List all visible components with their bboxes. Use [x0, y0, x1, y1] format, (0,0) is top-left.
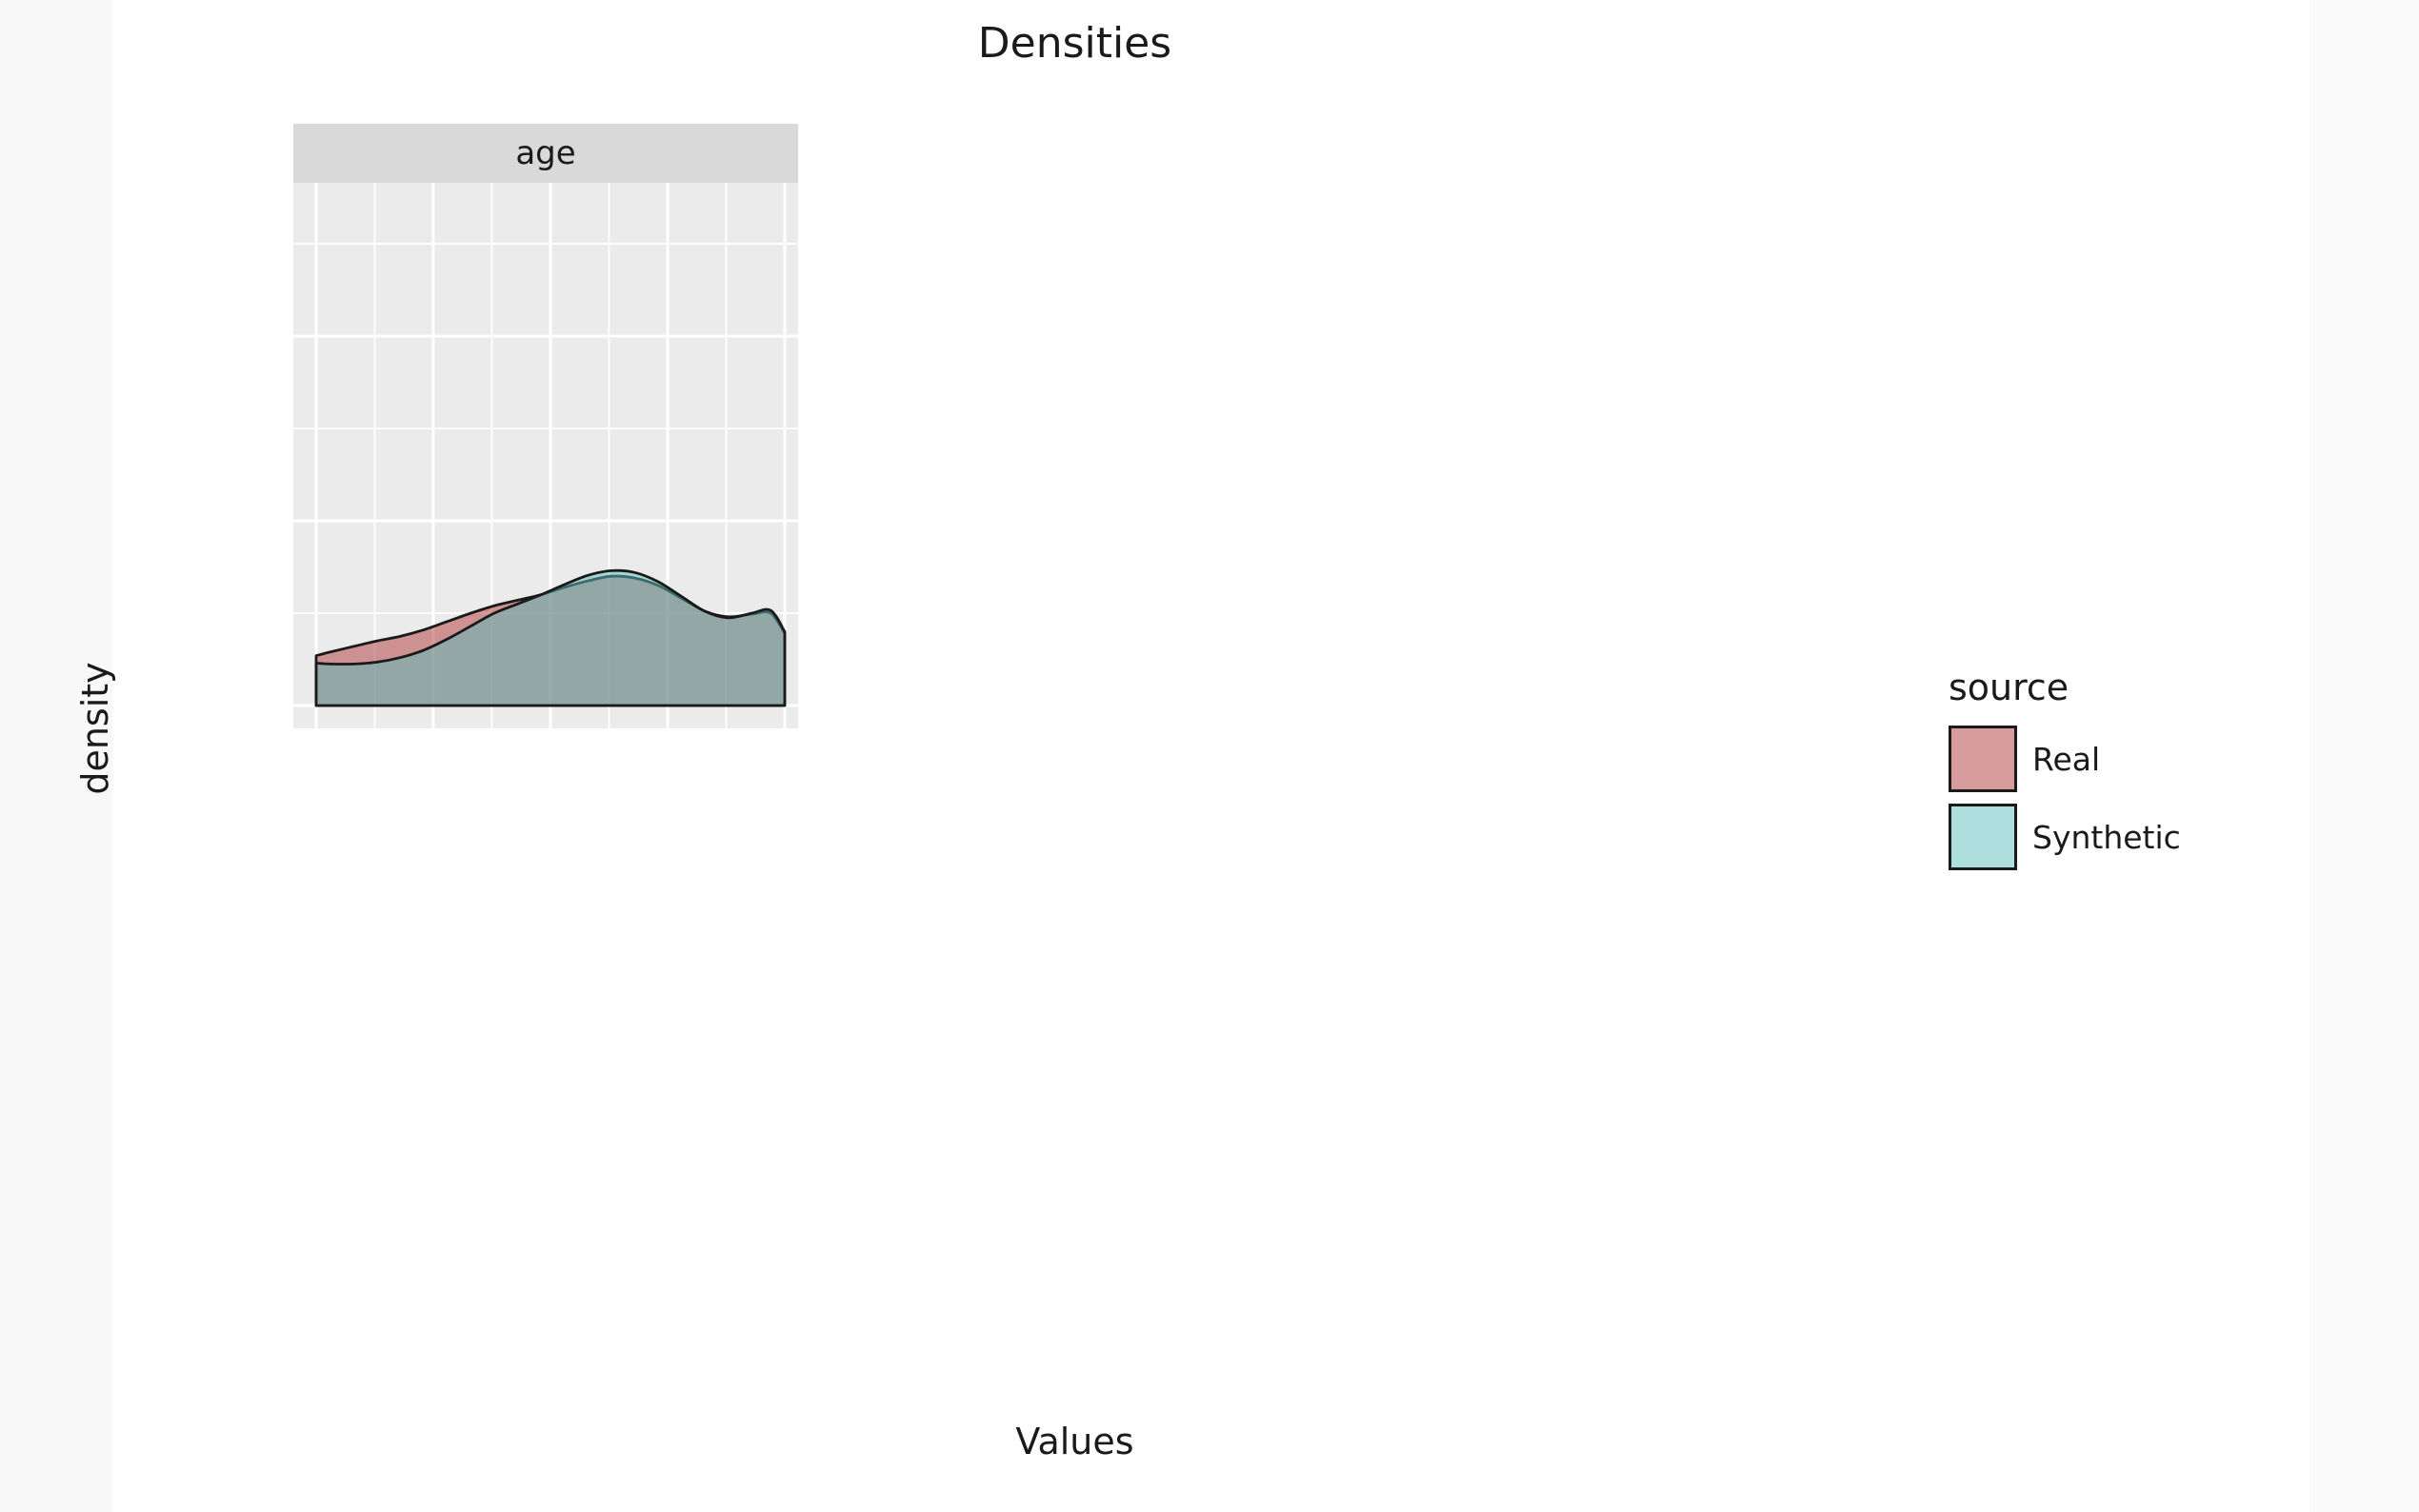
legend-item-synthetic: Synthetic: [1949, 804, 2181, 870]
y-axis-title: density: [74, 662, 116, 795]
legend-title: source: [1949, 666, 2069, 708]
real-swatch-icon: [1949, 726, 2017, 792]
legend-label-real: Real: [2032, 740, 2101, 778]
left-edge-strip: [0, 0, 112, 1512]
synthetic-swatch-icon: [1949, 804, 2017, 870]
legend: source Real Synthetic: [1949, 666, 2181, 882]
legend-item-real: Real: [1949, 726, 2181, 792]
right-edge-strip: [2309, 0, 2419, 1512]
chart-title: Densities: [977, 19, 1172, 68]
x-axis-title: Values: [1015, 1421, 1134, 1462]
facet-panel-age: [293, 183, 798, 728]
density-area-age-synthetic: [314, 568, 787, 707]
facet-strip-age: age: [293, 124, 798, 183]
legend-label-synthetic: Synthetic: [2032, 818, 2181, 856]
